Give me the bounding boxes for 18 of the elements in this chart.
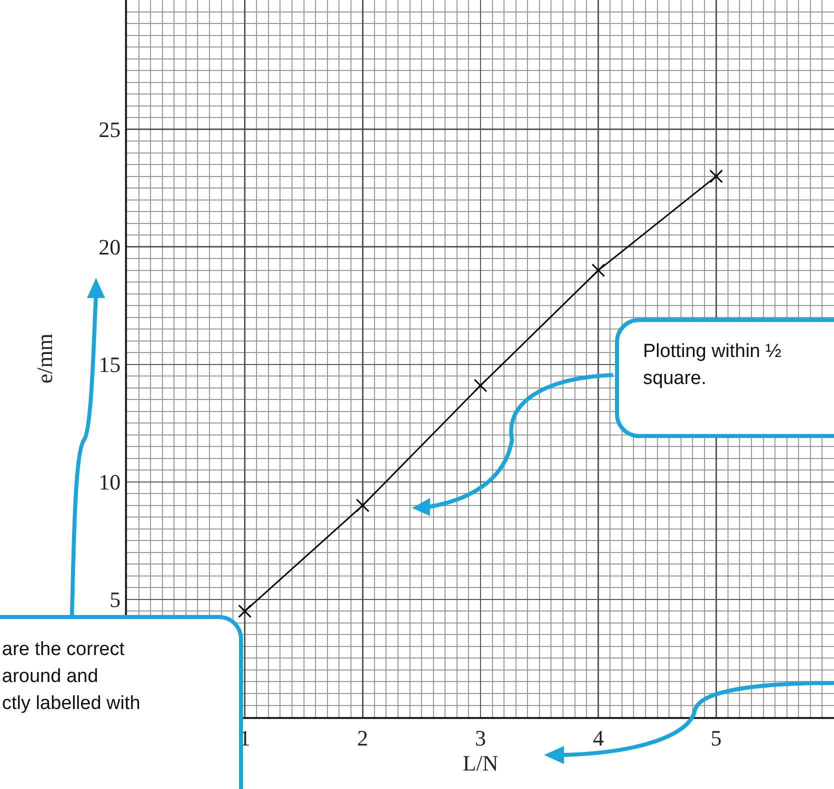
point xyxy=(356,498,370,512)
x-axis-title: L/N xyxy=(462,750,498,776)
x-tick-label: 5 xyxy=(710,725,722,750)
x-tick-label: 3 xyxy=(475,725,486,750)
annotation: Plotting within ½ square. xyxy=(643,340,782,391)
x-tick-label: 2 xyxy=(357,725,368,750)
x-tick-label: 4 xyxy=(592,725,604,750)
point xyxy=(592,264,606,278)
point xyxy=(238,604,252,618)
y-axis-title: e/mm xyxy=(32,333,57,384)
y-tick-label: 20 xyxy=(98,234,121,260)
y-tick-label: 25 xyxy=(98,117,121,142)
point xyxy=(474,378,488,392)
point xyxy=(709,170,723,184)
annotation: are the correct around and ctly labelled with xyxy=(2,638,140,716)
y-tick-label: 5 xyxy=(110,587,121,612)
y-tick-label: 15 xyxy=(98,352,121,378)
y-tick-label: 10 xyxy=(98,470,121,495)
